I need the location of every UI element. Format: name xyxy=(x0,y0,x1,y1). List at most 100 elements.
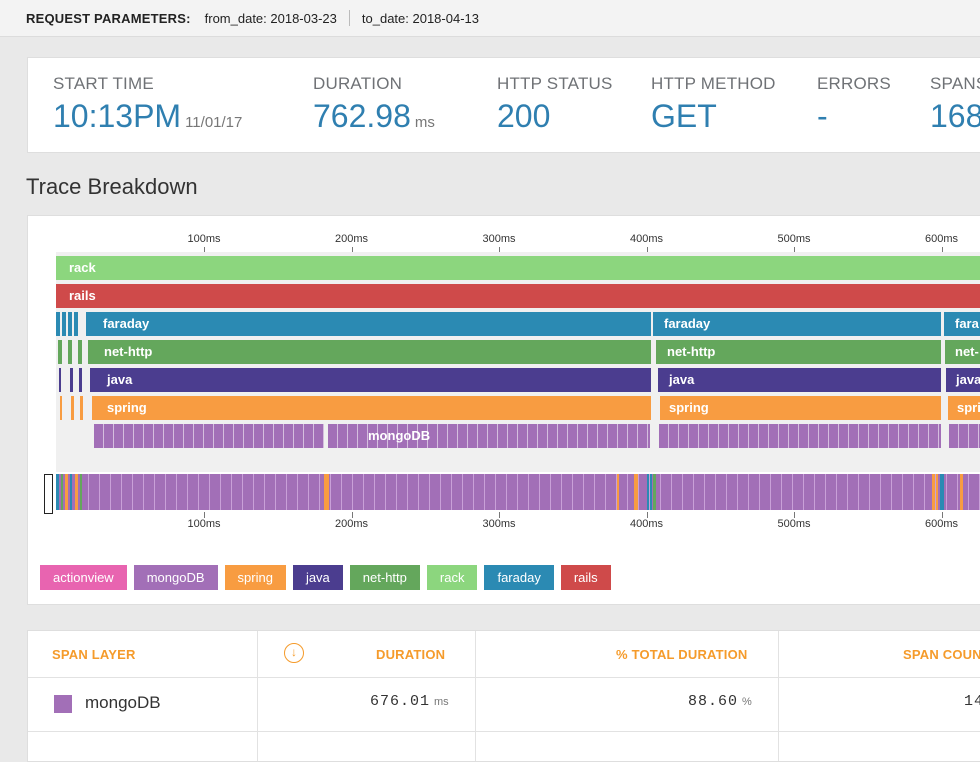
span-segment[interactable] xyxy=(660,396,941,420)
duration-unit: ms xyxy=(434,696,449,708)
span-row-rails[interactable]: rails xyxy=(56,284,980,308)
minimap-span-mark xyxy=(825,474,826,510)
stat-value: 168 xyxy=(930,98,980,134)
axis-tick-label: 200ms xyxy=(334,233,369,245)
duration-value: 676.01 xyxy=(370,693,431,710)
span-segment[interactable] xyxy=(328,424,650,448)
legend-item-net-http[interactable]: net-http xyxy=(349,565,420,590)
span-segment[interactable] xyxy=(56,284,980,308)
minimap-span-mark xyxy=(693,474,694,510)
span-segment[interactable] xyxy=(92,396,651,420)
minimap-span-mark xyxy=(495,474,496,510)
span-segment[interactable] xyxy=(62,312,66,336)
span-row-rack[interactable]: rack xyxy=(56,256,980,280)
sort-descending-icon[interactable]: ↓ xyxy=(284,643,304,663)
span-segment[interactable] xyxy=(88,340,651,364)
span-segment[interactable] xyxy=(59,368,61,392)
span-segment[interactable] xyxy=(80,396,83,420)
minimap-span-mark xyxy=(308,474,309,510)
span-segment[interactable] xyxy=(86,312,651,336)
minimap-span-mark xyxy=(616,474,619,510)
stat-label: ERRORS xyxy=(817,74,891,93)
span-segment[interactable] xyxy=(68,340,72,364)
span-layer-table: SPAN LAYER ↓ DURATION % TOTAL DURATION S… xyxy=(27,630,980,762)
minimap-span-mark xyxy=(418,474,419,510)
span-row-mongodb[interactable]: mongoDB xyxy=(56,424,980,448)
span-segment[interactable] xyxy=(946,368,980,392)
span-segment[interactable] xyxy=(949,424,980,448)
span-segment[interactable] xyxy=(656,340,941,364)
minimap-span-mark xyxy=(748,474,749,510)
span-row-spring[interactable]: spring spring spri xyxy=(56,396,980,420)
minimap-span-mark xyxy=(616,474,617,510)
minimap-span-mark xyxy=(231,474,232,510)
span-segment[interactable] xyxy=(58,340,62,364)
header-span-layer[interactable]: SPAN LAYER xyxy=(52,647,136,662)
legend-item-rack[interactable]: rack xyxy=(426,565,478,590)
minimap-span-mark xyxy=(462,474,463,510)
minimap-span-mark xyxy=(682,474,683,510)
minimap-span-mark xyxy=(726,474,727,510)
span-segment[interactable] xyxy=(94,424,324,448)
span-label: spri xyxy=(957,400,980,415)
minimap-span-mark xyxy=(396,474,397,510)
minimap-span-mark xyxy=(65,474,68,510)
minimap-span-mark xyxy=(80,474,82,510)
span-label: spring xyxy=(669,400,709,415)
minimap-span-mark xyxy=(957,474,958,510)
axis-tick-label: 400ms xyxy=(629,233,664,245)
span-segment[interactable] xyxy=(74,312,78,336)
minimap-span-mark xyxy=(561,474,562,510)
span-segment[interactable] xyxy=(78,340,82,364)
span-segment[interactable] xyxy=(948,396,980,420)
span-row-java[interactable]: java java java xyxy=(56,368,980,392)
stat-errors: ERRORS - xyxy=(817,74,891,135)
span-segment[interactable] xyxy=(653,312,941,336)
span-segment[interactable] xyxy=(659,424,941,448)
stat-http-method: HTTP METHOD GET xyxy=(651,74,776,135)
span-segment[interactable] xyxy=(90,368,651,392)
span-segment[interactable] xyxy=(658,368,941,392)
minimap-span-mark xyxy=(121,474,122,510)
legend-item-spring[interactable]: spring xyxy=(224,565,286,590)
span-segment[interactable] xyxy=(945,340,980,364)
minimap-span-mark xyxy=(605,474,606,510)
span-count-value: 14 xyxy=(964,693,980,710)
trace-summary-panel: START TIME 10:13PM 11/01/17 DURATION 762.… xyxy=(27,57,980,153)
span-segment[interactable] xyxy=(79,368,82,392)
column-divider xyxy=(475,631,476,761)
minimap-span-mark xyxy=(253,474,254,510)
legend-item-actionview[interactable]: actionview xyxy=(40,565,127,590)
axis-tick-label: 200ms xyxy=(334,518,369,530)
span-segment[interactable] xyxy=(60,396,62,420)
header-span-count[interactable]: SPAN COUNT xyxy=(903,647,980,662)
legend-item-mongodb[interactable]: mongoDB xyxy=(133,565,218,590)
timeline-minimap[interactable] xyxy=(56,474,980,510)
axis-tick xyxy=(941,512,943,518)
stat-label: SPANS xyxy=(930,74,980,93)
span-segment[interactable] xyxy=(944,312,980,336)
header-percent-total[interactable]: % TOTAL DURATION xyxy=(616,647,748,662)
minimap-span-mark xyxy=(209,474,210,510)
span-row-faraday[interactable]: faraday faraday fara xyxy=(56,312,980,336)
header-duration[interactable]: DURATION xyxy=(376,647,446,662)
span-segment[interactable] xyxy=(68,312,72,336)
legend-item-rails[interactable]: rails xyxy=(560,565,611,590)
minimap-span-mark xyxy=(539,474,540,510)
span-segment[interactable] xyxy=(56,256,980,280)
minimap-span-mark xyxy=(165,474,166,510)
minimap-span-mark xyxy=(781,474,782,510)
span-segment[interactable] xyxy=(70,368,73,392)
stat-duration: DURATION 762.98 ms xyxy=(313,74,435,135)
minimap-range-handle[interactable] xyxy=(44,474,53,514)
legend-item-faraday[interactable]: faraday xyxy=(484,565,554,590)
span-segment[interactable] xyxy=(56,312,60,336)
legend-item-java[interactable]: java xyxy=(292,565,343,590)
span-row-net-http[interactable]: net-http net-http net- xyxy=(56,340,980,364)
minimap-span-mark xyxy=(440,474,441,510)
span-segment[interactable] xyxy=(71,396,74,420)
minimap-span-mark xyxy=(572,474,573,510)
axis-tick-label: 300ms xyxy=(482,518,516,530)
percent-value: 88.60 xyxy=(688,693,739,710)
minimap-span-mark xyxy=(913,474,914,510)
